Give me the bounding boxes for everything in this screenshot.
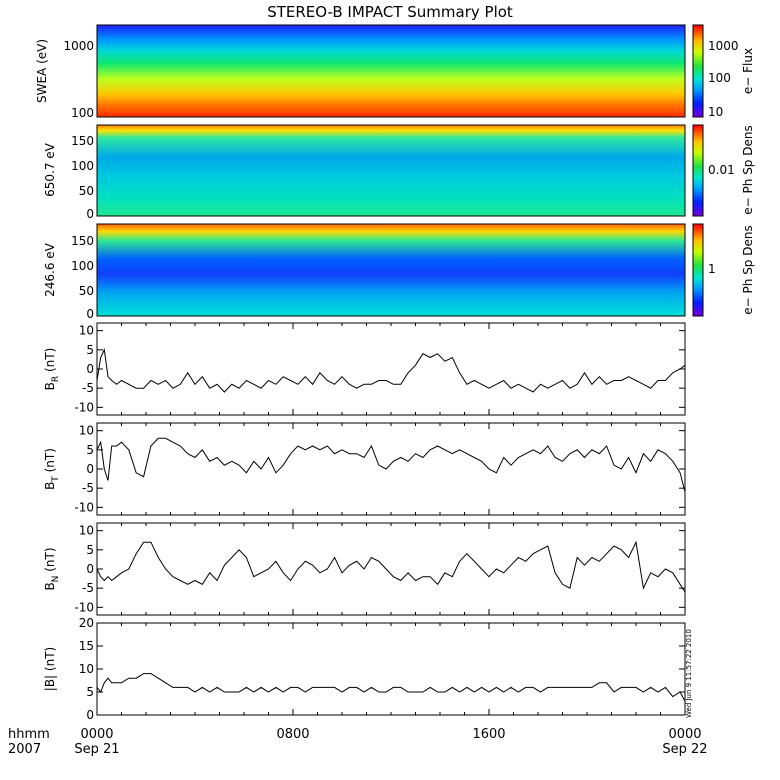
panel-mag-ylabel: |B| (nT)	[43, 647, 57, 691]
panel-r-ytick-label: 10	[79, 324, 94, 338]
panel-n: 10 5 0 -5 -10 BN (nT)	[43, 522, 686, 616]
pad650-tick-0: 0	[86, 207, 94, 221]
swea-cbar-tick-100: 100	[708, 71, 731, 85]
time-axis-hhmm-label: hhmm	[8, 727, 50, 742]
pad246-cbar-tick: 1	[708, 262, 716, 276]
panel-r: 10 5 0 -5 -10 BR (nT)	[43, 322, 686, 416]
panel-r-ytick-label: 0	[86, 362, 94, 376]
swea-frame	[96, 24, 686, 118]
panel-pad-650: 150 100 50 0 650.7 eV 0.01 e− Ph Sp Dens	[43, 124, 755, 221]
swea-tick-1000: 1000	[63, 39, 94, 53]
panel-pad-246: 150 100 50 0 246.6 eV 1 e− Ph Sp Dens	[43, 223, 755, 321]
panel-n-ylabel: BN (nT)	[43, 547, 61, 590]
swea-cbar-tick-1000: 1000	[708, 39, 739, 53]
time-tick-3-hhmm: 0000	[668, 727, 701, 742]
panel-n-ytick-label: 5	[86, 543, 94, 557]
panel-r-ylabel: BR (nT)	[43, 348, 61, 391]
pad246-cbar-label: e− Ph Sp Dens	[741, 225, 755, 314]
panel-mag-ytick-label: 10	[79, 662, 94, 676]
pad650-cbar-label: e− Ph Sp Dens	[741, 125, 755, 214]
panel-t-ytick-label: -10	[74, 500, 94, 514]
panel-r-ytick-label: -10	[74, 400, 94, 414]
pad650-spectrogram	[97, 125, 685, 216]
panel-n-ytick-label: 0	[86, 562, 94, 576]
panel-r-ytick-label: -5	[82, 381, 94, 395]
pad246-spectrogram	[97, 224, 685, 316]
time-tick-2-hhmm: 1600	[472, 727, 505, 742]
generation-timestamp: Wed Jun 9 11:57:22 2010	[685, 629, 693, 718]
magnetic-field-panels: 10 5 0 -5 -10 BR (nT) 10 5 0 -5 -10 BT (nT) 10 5 0 -5 -1…	[43, 322, 686, 722]
panel-r-frame	[96, 322, 686, 416]
pad650-tick-50: 50	[79, 184, 94, 198]
pad246-tick-0: 0	[86, 307, 94, 321]
pad650-tick-100: 100	[71, 159, 94, 173]
panel-n-series-line	[96, 540, 686, 593]
time-tick-1-hhmm: 0800	[276, 727, 309, 742]
panel-t-ylabel: BT (nT)	[43, 448, 61, 490]
pad650-frame	[96, 124, 686, 217]
panel-t-ytick-label: 5	[86, 443, 94, 457]
panel-mag-ytick-label: 15	[79, 639, 94, 653]
pad650-colorbar	[692, 124, 704, 217]
swea-colorbar	[692, 24, 704, 118]
swea-ylabel: SWEA (eV)	[35, 39, 49, 103]
panel-mag-frame	[96, 622, 686, 716]
panel-swea: 1000 100 SWEA (eV) 1000 100 10 e− Flux	[35, 24, 755, 120]
plot-title: STEREO-B IMPACT Summary Plot	[267, 3, 513, 21]
panel-t-frame	[96, 422, 686, 516]
panel-r-series-line	[96, 348, 686, 393]
time-tick-3-date: Sep 22	[662, 742, 707, 757]
panel-t-ytick-label: 10	[79, 424, 94, 438]
time-tick-0-hhmm: 0000	[80, 727, 113, 742]
swea-cbar-tick-10: 10	[708, 105, 723, 119]
panel-t-ytick-label: 0	[86, 462, 94, 476]
panel-mag-ytick-label: 20	[79, 616, 94, 630]
panel-t: 10 5 0 -5 -10 BT (nT)	[43, 422, 686, 516]
panel-n-ytick-label: 10	[79, 524, 94, 538]
panel-n-ytick-label: -5	[82, 581, 94, 595]
pad246-frame	[96, 223, 686, 317]
panel-mag: 20 15 10 5 0 |B| (nT)	[43, 616, 686, 722]
panel-t-ytick-label: -5	[82, 481, 94, 495]
time-tick-0-date: Sep 21	[74, 742, 119, 757]
panel-mag-ytick-label: 0	[86, 708, 94, 722]
pad246-ylabel: 246.6 eV	[43, 242, 57, 297]
panel-t-series-line	[96, 437, 686, 493]
panel-mag-series-line	[96, 673, 686, 702]
panel-n-ytick-label: -10	[74, 600, 94, 614]
pad650-ylabel: 650.7 eV	[43, 142, 57, 197]
panel-mag-ytick-label: 5	[86, 685, 94, 699]
swea-cbar-label: e− Flux	[741, 48, 755, 94]
time-axis: hhmm 2007 0000 Sep 21 0800 1600 0000 Sep…	[8, 727, 708, 757]
pad246-tick-100: 100	[71, 259, 94, 273]
swea-spectrogram	[97, 25, 685, 117]
panel-n-frame	[96, 522, 686, 616]
panel-r-ytick-label: 5	[86, 343, 94, 357]
pad246-colorbar	[692, 223, 704, 317]
pad246-tick-50: 50	[79, 284, 94, 298]
time-axis-year-label: 2007	[8, 742, 41, 757]
pad246-tick-150: 150	[71, 234, 94, 248]
pad650-cbar-tick: 0.01	[708, 163, 735, 177]
pad650-tick-150: 150	[71, 134, 94, 148]
swea-tick-100: 100	[71, 106, 94, 120]
